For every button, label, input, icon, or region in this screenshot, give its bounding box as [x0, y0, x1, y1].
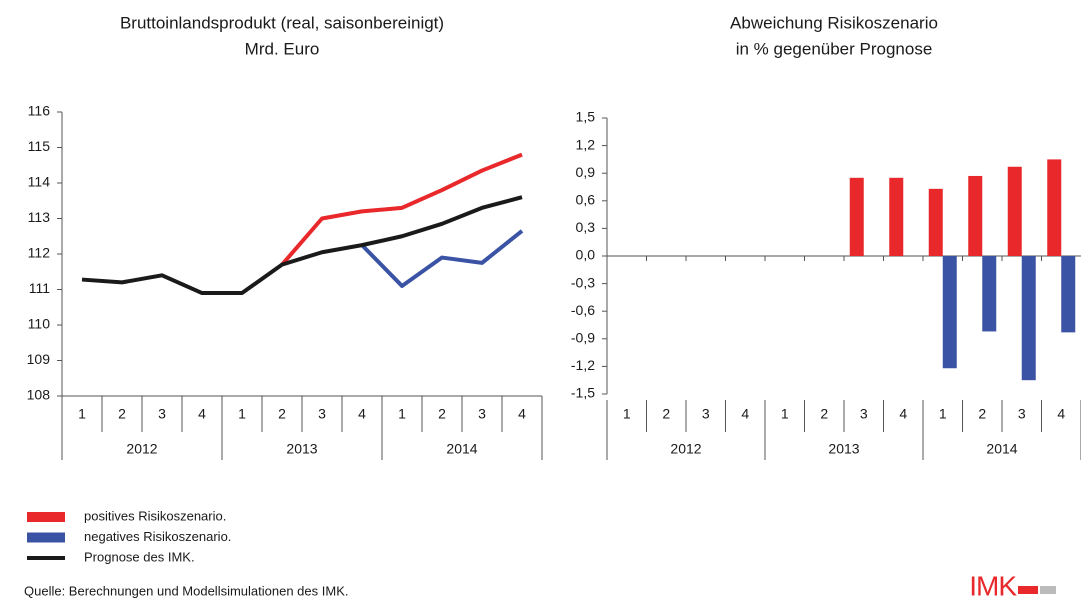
y-tick-label: 116 [28, 103, 51, 119]
source-note: Quelle: Berechnungen und Modellsimulatio… [24, 583, 348, 598]
x-tick-label: 1 [238, 406, 246, 422]
x-tick-label: 1 [623, 406, 631, 422]
x-tick-label: 3 [860, 406, 868, 422]
bar [849, 177, 864, 256]
y-tick-label: 0,0 [576, 247, 596, 263]
y-tick-label: -0,6 [571, 302, 595, 318]
logo-bar [1018, 586, 1038, 594]
logo-bar [1040, 586, 1056, 594]
x-tick-label: 1 [398, 406, 406, 422]
y-tick-label: -1,2 [571, 357, 595, 373]
x-tick-label: 4 [198, 406, 206, 422]
chart-title: Bruttoinlandsprodukt (real, saisonberein… [120, 13, 444, 32]
chart-subtitle: in % gegenüber Prognose [736, 39, 933, 58]
y-tick-label: 0,9 [576, 164, 596, 180]
bar [1007, 166, 1022, 256]
chart-subtitle: Mrd. Euro [245, 39, 320, 58]
x-tick-label: 4 [358, 406, 366, 422]
year-label: 2012 [670, 441, 701, 457]
x-tick-label: 4 [899, 406, 907, 422]
y-tick-label: 115 [28, 138, 51, 154]
year-label: 2013 [828, 441, 859, 457]
bar [889, 177, 904, 256]
x-tick-label: 4 [1057, 406, 1065, 422]
x-tick-label: 2 [438, 406, 446, 422]
y-tick-label: 113 [28, 209, 51, 225]
legend-swatch [27, 532, 65, 543]
y-tick-label: 111 [29, 280, 50, 296]
year-label: 2014 [986, 441, 1017, 457]
x-tick-label: 2 [118, 406, 126, 422]
bar [1061, 256, 1076, 333]
bar [968, 175, 983, 256]
y-tick-label: 1,5 [576, 109, 596, 125]
x-tick-label: 4 [741, 406, 749, 422]
x-tick-label: 2 [978, 406, 986, 422]
y-tick-label: 1,2 [576, 136, 596, 152]
x-tick-label: 3 [1018, 406, 1026, 422]
y-tick-label: 109 [27, 351, 51, 367]
line-series [360, 229, 524, 288]
line-series [81, 195, 523, 296]
x-tick-label: 4 [518, 406, 526, 422]
x-tick-label: 2 [820, 406, 828, 422]
x-tick-label: 1 [781, 406, 789, 422]
legend-swatch [27, 512, 65, 522]
logo: IMK [969, 570, 1017, 601]
bar [1047, 159, 1062, 256]
x-tick-label: 3 [158, 406, 166, 422]
legend-label: Prognose des IMK. [84, 549, 195, 564]
x-tick-label: 1 [78, 406, 86, 422]
y-tick-label: 114 [28, 174, 51, 190]
bar [942, 256, 957, 369]
y-tick-label: 112 [28, 245, 51, 261]
bar [1021, 256, 1036, 381]
bar [982, 256, 997, 332]
chart-title: Abweichung Risikoszenario [730, 13, 938, 32]
x-tick-label: 3 [478, 406, 486, 422]
legend-label: positives Risikoszenario. [84, 508, 226, 523]
x-tick-label: 1 [939, 406, 947, 422]
x-tick-label: 2 [662, 406, 670, 422]
bar [928, 188, 943, 256]
y-tick-label: 108 [27, 387, 51, 403]
year-label: 2013 [286, 441, 317, 457]
year-label: 2012 [126, 441, 157, 457]
year-label: 2014 [446, 441, 477, 457]
x-tick-label: 3 [318, 406, 326, 422]
line-series [280, 152, 523, 266]
y-tick-label: -1,5 [571, 385, 595, 401]
legend-label: negatives Risikoszenario. [84, 529, 231, 544]
y-tick-label: 0,3 [576, 219, 596, 235]
y-tick-label: -0,3 [571, 274, 595, 290]
x-tick-label: 3 [702, 406, 710, 422]
y-tick-label: 110 [28, 316, 51, 332]
y-tick-label: 0,6 [576, 192, 596, 208]
x-tick-label: 2 [278, 406, 286, 422]
y-tick-label: -0,9 [571, 330, 595, 346]
